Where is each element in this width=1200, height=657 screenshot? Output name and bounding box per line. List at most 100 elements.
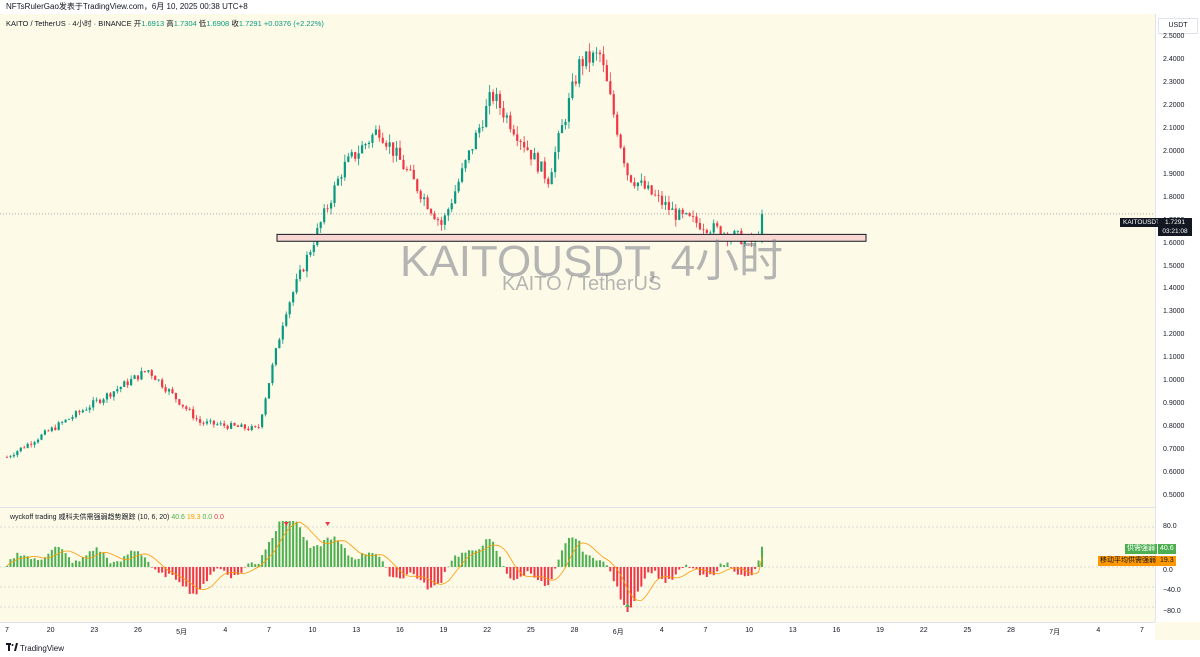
low-label: 低: [198, 19, 207, 28]
candle-body: [354, 152, 357, 159]
candle-body: [436, 219, 440, 221]
osc-bar: [502, 566, 505, 567]
candle-body: [392, 142, 395, 156]
candle-body: [247, 428, 250, 431]
candle-body: [323, 208, 326, 223]
osc-value-2: 19.3: [1158, 556, 1176, 566]
osc-bar: [581, 551, 584, 567]
candle-body: [519, 140, 522, 143]
candle-body: [264, 398, 267, 415]
osc-bar: [712, 567, 715, 576]
time-tick: 7: [5, 627, 9, 634]
price-tick: 1.4000: [1163, 285, 1185, 293]
candle-body: [364, 144, 367, 146]
ohlc-legend: KAITO / TetherUS · 4小时 · BINANCE 开1.6913…: [6, 18, 324, 29]
candle-body: [557, 133, 560, 153]
candle-body: [636, 182, 639, 187]
osc-bar: [357, 558, 360, 567]
candle-body: [33, 442, 36, 445]
tradingview-logo-icon[interactable]: [6, 643, 18, 652]
osc-bar: [598, 560, 601, 567]
candle-body: [57, 422, 60, 430]
candle-body: [623, 147, 626, 164]
candle-body: [578, 59, 581, 84]
osc-bar: [388, 567, 391, 577]
osc-bar: [392, 567, 395, 578]
osc-bar: [205, 567, 208, 582]
candle-body: [212, 420, 215, 425]
osc-bar: [695, 567, 698, 570]
osc-bar: [112, 561, 115, 567]
price-tick: 1.3000: [1163, 308, 1185, 316]
candle-body: [116, 389, 119, 392]
osc-bar: [619, 567, 622, 600]
currency-button[interactable]: USDT: [1158, 18, 1198, 34]
candle-body: [385, 142, 388, 147]
candle-body: [67, 418, 71, 420]
candle-body: [102, 399, 105, 403]
osc-bar: [399, 567, 402, 579]
osc-bar: [364, 554, 367, 567]
candle-body: [643, 180, 646, 189]
osc-bar: [505, 567, 508, 574]
osc-bar: [530, 567, 533, 574]
osc-ma-line: [6, 521, 763, 601]
osc-bar: [147, 561, 150, 567]
osc-bar: [671, 567, 674, 580]
candle-body: [136, 375, 140, 380]
price-axis[interactable]: [1155, 14, 1200, 622]
candle-body: [223, 423, 226, 426]
buy-signal-marker: [625, 603, 631, 607]
osc-bar: [488, 538, 491, 567]
osc-bar: [426, 567, 429, 590]
candle-body: [202, 422, 205, 424]
osc-bar: [178, 567, 181, 583]
osc-bar: [495, 550, 498, 567]
osc-bar: [623, 567, 626, 606]
candle-body: [419, 191, 422, 200]
candle-body: [712, 223, 715, 233]
candle-body: [319, 222, 322, 229]
candle-body: [95, 399, 98, 401]
osc-bar: [19, 555, 22, 567]
osc-bar: [740, 567, 743, 575]
candle-body: [474, 132, 477, 150]
osc-bar: [633, 567, 636, 602]
osc-bar: [657, 567, 660, 579]
price-tick: 1.5000: [1163, 262, 1185, 270]
candle-body: [505, 115, 508, 118]
osc-bar: [567, 537, 570, 567]
price-tick: 1.2000: [1163, 331, 1185, 339]
osc-bar: [523, 567, 526, 576]
osc-bar: [540, 567, 543, 581]
osc-bar: [281, 521, 284, 567]
price-tick: 0.9000: [1163, 400, 1185, 408]
time-tick: 22: [919, 627, 928, 634]
osc-level-neg40: −40.0: [1163, 587, 1181, 594]
osc-bar: [650, 567, 653, 574]
osc-bar: [316, 545, 319, 567]
time-axis[interactable]: [0, 622, 1155, 641]
candle-body: [71, 417, 74, 419]
candle-body: [360, 145, 364, 154]
indicator-legend[interactable]: wyckoff trading 威科夫供需强弱趋势跟踪 (10, 6, 20) …: [10, 512, 224, 522]
candle-body: [585, 51, 588, 67]
candle-body: [271, 364, 274, 384]
osc-bar: [640, 567, 643, 587]
candle-body: [216, 424, 219, 426]
candle-body: [229, 423, 233, 429]
candle-body: [609, 81, 612, 95]
osc-bar: [385, 567, 388, 568]
candle-body: [140, 371, 143, 380]
price-tick: 1.1000: [1163, 354, 1185, 362]
indicator-panel[interactable]: [0, 507, 1155, 623]
tradingview-brand[interactable]: TradingView: [20, 644, 65, 653]
osc-bar: [467, 550, 470, 567]
osc-bar: [612, 567, 615, 582]
candle-body: [178, 399, 181, 405]
osc-bar: [674, 567, 677, 575]
osc-bar: [16, 552, 19, 567]
osc-bar: [461, 552, 464, 567]
price-chart-area[interactable]: [0, 14, 1155, 507]
candle-body: [598, 52, 602, 55]
